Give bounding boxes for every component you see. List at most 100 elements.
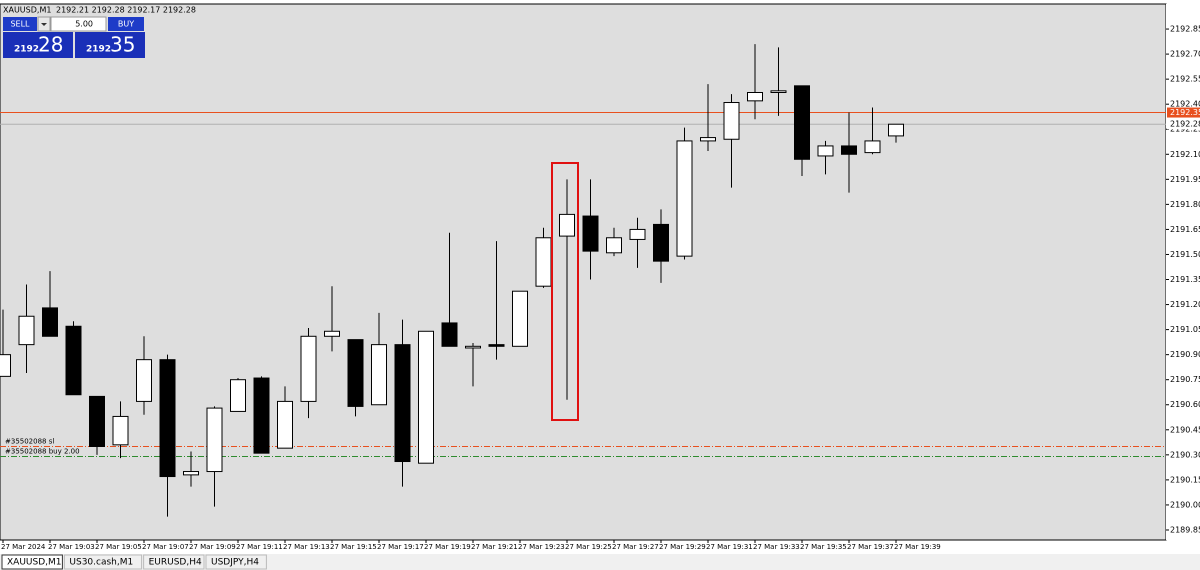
x-tick-label: 27 Mar 19:05 [95,543,142,551]
tab-label: XAUUSD,M1 [7,558,62,568]
sell-label: SELL [10,20,30,29]
y-tick-label: 2190.45 [1170,425,1200,434]
candle-body [535,237,552,287]
ask-box[interactable] [75,32,145,58]
candle-body [18,315,35,346]
plot: 2192.852192.702192.552192.402192.252192.… [0,25,1200,551]
candle-body [653,223,669,262]
y-tick-label: 2190.90 [1170,350,1200,359]
y-tick-label: 2192.10 [1170,150,1200,159]
price-axis [1166,4,1200,540]
lot-value: 5.00 [75,20,93,29]
dropdown-arrow [41,23,47,26]
y-tick-label: 2191.95 [1170,175,1200,184]
bid-box[interactable] [3,32,73,58]
candle-body [159,359,176,478]
y-tick-label: 2190.15 [1170,475,1200,484]
candle-body [888,123,904,137]
y-tick-label: 2191.35 [1170,275,1200,284]
candle-body [700,137,716,142]
candle-body [42,307,58,337]
candle-body [864,140,881,154]
y-tick-label: 2191.20 [1170,300,1200,309]
y-tick-label: 2190.75 [1170,375,1200,384]
x-tick-label: 27 Mar 19:33 [753,543,800,551]
tab[interactable] [63,554,143,570]
candle-body [512,290,528,347]
candle-body [465,345,481,349]
ask-small: 35 [110,33,135,57]
candle-body [347,339,364,407]
highlight-box [551,162,579,421]
x-tick-label: 27 Mar 19:09 [189,543,236,551]
tab[interactable] [205,554,267,570]
candle-body [841,145,857,155]
candle-body [277,400,293,449]
sell-button[interactable] [3,17,37,31]
x-tick-label: 27 Mar 19:17 [377,543,424,551]
plot-area [0,3,1167,541]
x-tick-label: 27 Mar 19:31 [706,543,753,551]
order-label: #35502088 sl [5,437,54,445]
candle-body [747,91,763,102]
y-tick-label: 2192.55 [1170,75,1200,84]
x-tick-label: 27 Mar 19:27 [612,543,659,551]
candle-body [723,102,740,140]
trade-panel: SELL 5.00 BUY 2192 28 2192 35 [3,16,145,58]
candle-body [606,237,622,254]
y-tick-label: 2192.85 [1170,25,1200,34]
y-tick-label: 2190.00 [1170,500,1200,509]
candle-body [89,395,105,447]
x-tick-label: 27 Mar 19:21 [471,543,518,551]
tab-bar [0,554,1200,570]
y-tick-label: 2191.80 [1170,200,1200,209]
y-tick-label: 2190.30 [1170,450,1200,459]
price-tag-label: 2192.35 [1170,108,1200,117]
candle-body [559,213,575,237]
y-tick-label: 2191.50 [1170,250,1200,259]
lot-input[interactable] [50,16,107,32]
x-tick-label: 27 Mar 19:07 [142,543,189,551]
candle-body [324,330,340,337]
y-tick-label: 2191.65 [1170,225,1200,234]
y-tick-label: 2192.25 [1170,125,1200,134]
candle-body [230,379,246,412]
x-tick-label: 27 Mar 19:39 [894,543,941,551]
candle-body [394,344,411,463]
x-tick-label: 27 Mar 19:19 [424,543,471,551]
price-tag [1167,107,1200,118]
candle-body [794,85,810,160]
tab-label: USDJPY,H4 [211,558,259,568]
header-ohlc: 2192.21 2192.28 2192.17 2192.28 [56,6,196,15]
candle-body [65,325,82,396]
x-tick-label: 27 Mar 19:25 [565,543,612,551]
x-tick-label: 27 Mar 19:29 [659,543,706,551]
price-tag [1167,119,1200,130]
candle-body [136,359,152,402]
candle-body [441,322,458,347]
tab[interactable] [143,554,205,570]
candle-body [418,330,434,464]
tab-label: EURUSD,H4 [149,558,202,568]
candle-body [206,407,223,473]
candle-body [582,215,599,252]
bid-big: 2192 [14,45,39,55]
candle-body [817,145,834,157]
x-tick-label: 27 Mar 2024 [1,543,46,551]
candle-body [676,140,693,257]
x-tick-label: 27 Mar 19:15 [330,543,377,551]
candle-body [488,344,505,347]
tab[interactable] [1,554,63,570]
bid-small: 28 [38,33,63,57]
y-tick-label: 2189.85 [1170,525,1200,534]
candle-body [183,471,199,476]
candle-body [629,228,646,240]
candle-body [253,377,270,454]
candle-body [300,335,317,402]
y-tick-label: 2190.60 [1170,400,1200,409]
buy-button[interactable] [108,17,144,31]
candle-body [112,415,129,446]
candle-body [0,354,11,377]
